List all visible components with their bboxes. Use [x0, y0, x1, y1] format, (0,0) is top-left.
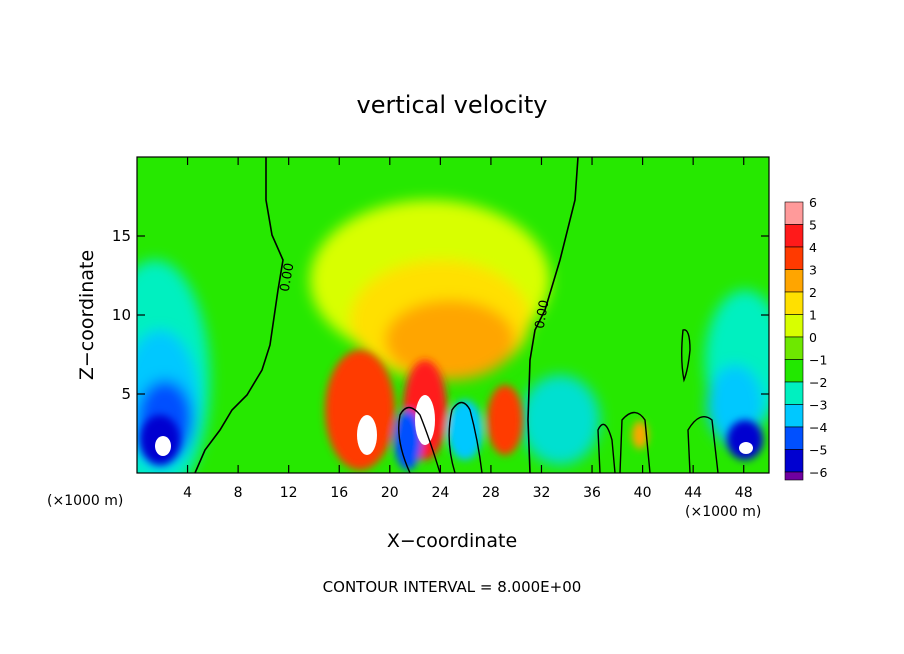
blob-red-right	[487, 385, 523, 455]
x-axis: 4 8 12 16 20 24 28 32 36 40 44 48	[183, 157, 753, 501]
y-tick-label: 10	[112, 306, 131, 324]
x-tick-label: 20	[381, 485, 399, 501]
x-unit-right: (×1000 m)	[685, 504, 761, 520]
blob-white-2	[415, 395, 435, 445]
x-tick-label: 32	[533, 485, 551, 501]
colorbar-label: −1	[809, 353, 827, 368]
field-blobs-soft	[137, 200, 769, 473]
zero-contour-label-right: 0.00	[533, 299, 553, 330]
colorbar-label: −4	[809, 420, 827, 435]
colorbar-label: 4	[809, 240, 817, 255]
contour-small-bumps	[597, 411, 719, 473]
contour-interval-footer: CONTOUR INTERVAL = 8.000E+00	[323, 578, 582, 596]
blob-center-orange	[385, 300, 515, 380]
field-blobs-sharp	[140, 350, 763, 470]
x-tick-label: 40	[634, 485, 652, 501]
colorbar: 6 5 4 3 2 1 0 −1 −2 −3 −4 −5 −6	[784, 195, 827, 481]
zero-contour-left	[194, 157, 284, 473]
colorbar-swatch	[784, 426, 804, 450]
colorbar-swatch	[784, 224, 804, 248]
plot-field: 0.00 0.00	[137, 157, 769, 473]
blob-white-right	[739, 442, 753, 454]
x-tick-label: 36	[583, 485, 601, 501]
blob-orange-small	[632, 421, 648, 449]
colorbar-label: 6	[809, 195, 817, 210]
colorbar-swatch	[784, 449, 804, 473]
y-tick-label: 15	[112, 227, 131, 245]
colorbar-swatch	[784, 404, 804, 428]
contour-loop-2	[448, 401, 483, 473]
x-tick-label: 8	[234, 485, 243, 501]
colorbar-swatch	[784, 336, 804, 360]
colorbar-label: −5	[809, 443, 827, 458]
colorbar-swatch	[784, 291, 804, 315]
x-axis-label: X−coordinate	[387, 530, 517, 552]
y-axis-label: Z−coordinate	[76, 250, 98, 380]
blob-mid-cyan	[520, 375, 600, 465]
blob-deep-blue-right	[727, 420, 763, 460]
colorbar-label: 3	[809, 263, 817, 278]
colorbar-swatch	[784, 269, 804, 293]
y-axis: 5 10 15	[112, 227, 769, 403]
colorbar-swatch	[784, 359, 804, 383]
zero-contour-label-left: 0.00	[278, 262, 298, 293]
colorbar-label: −6	[809, 465, 827, 480]
contour-loop-1	[398, 406, 441, 473]
y-tick-label: 5	[121, 385, 131, 403]
x-tick-label: 24	[431, 485, 449, 501]
blob-white-1	[357, 415, 377, 455]
x-tick-label: 12	[280, 485, 298, 501]
x-tick-label: 4	[183, 485, 192, 501]
blob-red-left	[325, 350, 395, 470]
colorbar-label: 5	[809, 218, 817, 233]
x-unit-left: (×1000 m)	[47, 493, 123, 509]
x-tick-label: 48	[735, 485, 753, 501]
zero-contour-right	[527, 157, 579, 473]
chart-title: vertical velocity	[357, 91, 548, 119]
colorbar-label: −2	[809, 375, 827, 390]
colorbar-swatch	[784, 471, 804, 481]
x-tick-label: 44	[684, 485, 702, 501]
contour-loop-3	[681, 329, 691, 383]
colorbar-swatch	[784, 314, 804, 338]
colorbar-swatch	[784, 381, 804, 405]
blob-white-left	[155, 436, 171, 456]
colorbar-label: −3	[809, 398, 827, 413]
x-tick-label: 28	[482, 485, 500, 501]
colorbar-swatch	[784, 201, 804, 225]
colorbar-label: 2	[809, 285, 817, 300]
colorbar-swatch	[784, 246, 804, 270]
blob-cyan-narrow	[447, 400, 483, 460]
colorbar-label: 1	[809, 308, 817, 323]
colorbar-label: 0	[809, 330, 817, 345]
x-tick-label: 16	[330, 485, 348, 501]
blob-blue-narrow-1	[394, 410, 422, 470]
